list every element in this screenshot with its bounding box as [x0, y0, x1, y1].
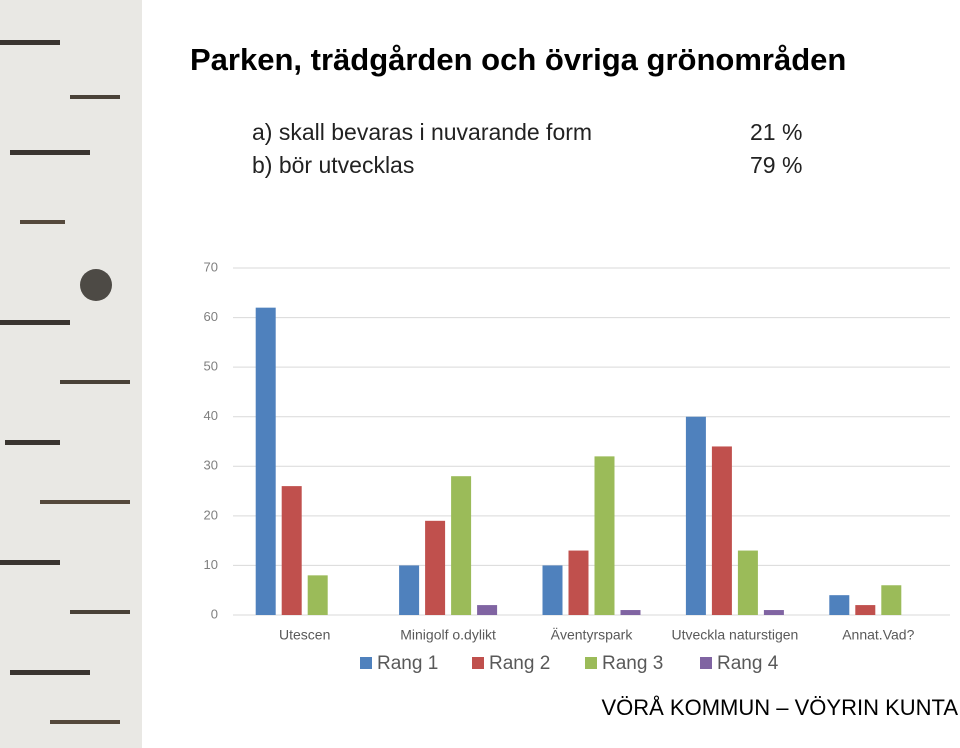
bar: [685, 416, 706, 615]
y-tick-label: 20: [204, 507, 218, 522]
line-label: a) skall bevaras i nuvarande form: [252, 119, 592, 145]
x-tick-label: Äventyrspark: [551, 627, 634, 643]
y-tick-label: 70: [204, 259, 218, 274]
bar: [568, 550, 589, 615]
legend-swatch: [585, 657, 597, 669]
bar: [737, 550, 758, 615]
y-tick-label: 0: [211, 606, 218, 621]
y-tick-label: 50: [204, 359, 218, 374]
y-tick-label: 40: [204, 408, 218, 423]
bar: [399, 565, 420, 615]
bar: [307, 575, 328, 615]
bar: [281, 486, 302, 615]
line-value: 79 %: [750, 152, 802, 178]
y-tick-label: 30: [204, 458, 218, 473]
x-tick-label: Utveckla naturstigen: [671, 627, 798, 643]
bar: [620, 610, 641, 615]
legend-swatch: [472, 657, 484, 669]
legend-label: Rang 2: [489, 653, 550, 674]
x-tick-label: Minigolf o.dylikt: [400, 627, 496, 643]
x-tick-label: Annat.Vad?: [842, 627, 914, 643]
bar: [425, 520, 446, 615]
bar: [451, 476, 472, 615]
x-tick-label: Utescen: [279, 627, 330, 643]
line-label: b) bör utvecklas: [252, 152, 414, 178]
legend-label: Rang 4: [717, 653, 779, 674]
slide-title: Parken, trädgården och övriga grönområde…: [190, 42, 846, 77]
y-tick-label: 60: [204, 309, 218, 324]
bar: [829, 595, 850, 615]
y-tick-label: 10: [204, 557, 218, 572]
bar: [255, 307, 276, 615]
bar: [711, 446, 732, 615]
bar: [542, 565, 563, 615]
legend-swatch: [700, 657, 712, 669]
legend-swatch: [360, 657, 372, 669]
legend-label: Rang 1: [377, 653, 438, 674]
line-value: 21 %: [750, 119, 802, 145]
bar: [881, 585, 902, 615]
footer: VÖRÅ KOMMUN – VÖYRIN KUNTA: [601, 695, 958, 720]
legend-label: Rang 3: [602, 653, 663, 674]
birch-bark: [0, 0, 142, 748]
bar: [594, 456, 615, 615]
bar: [763, 610, 784, 615]
bar: [477, 605, 498, 615]
bar: [855, 605, 876, 615]
